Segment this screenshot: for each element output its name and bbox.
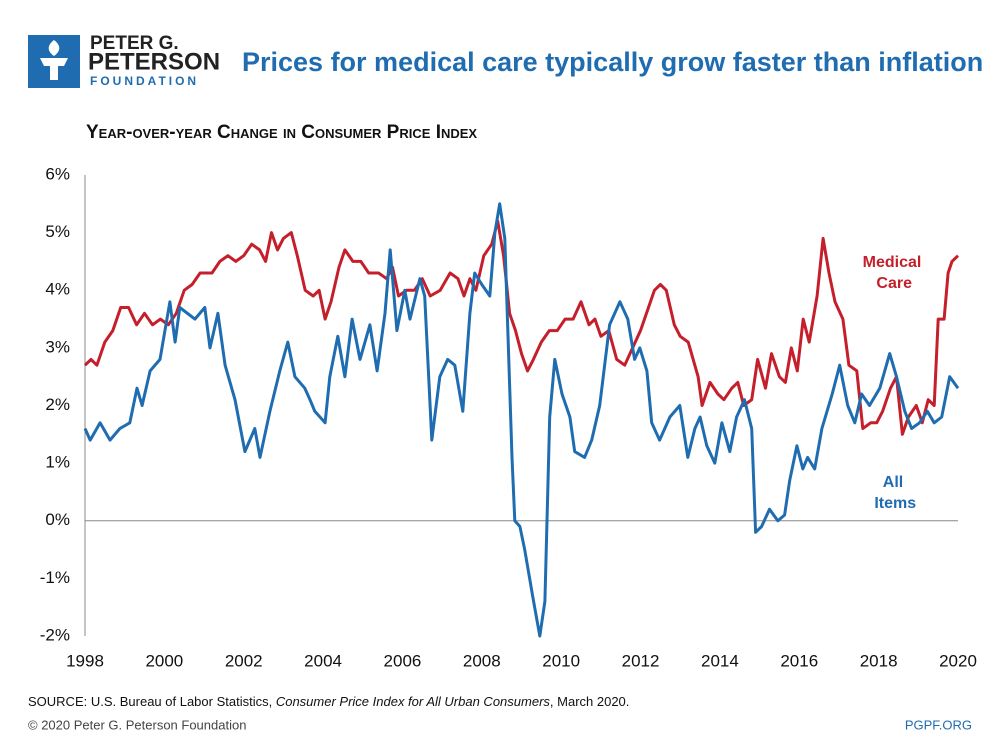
series-label: All Items: [870, 474, 916, 512]
series-line: [83, 219, 960, 436]
source-title: Consumer Price Index for All Urban Consu…: [276, 694, 551, 709]
y-tick-label: 0%: [45, 510, 70, 529]
x-tick-label: 2006: [384, 651, 422, 670]
source-note: SOURCE: U.S. Bureau of Labor Statistics,…: [28, 694, 629, 709]
x-tick-label: 2008: [463, 651, 501, 670]
y-tick-label: -1%: [40, 568, 70, 587]
series-label: Medical Care: [863, 254, 922, 292]
source-suffix: , March 2020.: [550, 694, 630, 709]
x-tick-label: 2014: [701, 651, 739, 670]
y-tick-label: 5%: [45, 222, 70, 241]
x-tick-label: 2010: [542, 651, 580, 670]
logo-line: FOUNDATION: [90, 74, 199, 88]
y-tick-label: 2%: [45, 395, 70, 414]
chart-title: Prices for medical care typically grow f…: [242, 47, 983, 77]
site-link: PGPF.ORG: [905, 717, 972, 732]
x-tick-label: 2000: [145, 651, 183, 670]
x-tick-label: 2004: [304, 651, 342, 670]
x-tick-label: 2018: [860, 651, 898, 670]
x-tick-label: 2002: [225, 651, 263, 670]
source-prefix: SOURCE: U.S. Bureau of Labor Statistics,: [28, 694, 276, 709]
logo: PETER G. PETERSON FOUNDATION: [28, 33, 220, 88]
x-tick-label: 2020: [939, 651, 977, 670]
y-tick-label: 3%: [45, 337, 70, 356]
y-tick-label: 4%: [45, 280, 70, 299]
chart-subtitle: Year-over-year Change in Consumer Price …: [86, 122, 477, 143]
y-tick-label: 1%: [45, 453, 70, 472]
x-tick-label: 2012: [622, 651, 660, 670]
x-tick-label: 1998: [66, 651, 104, 670]
x-tick-label: 2016: [780, 651, 818, 670]
logo-torch: [40, 40, 68, 80]
y-tick-label: -2%: [40, 625, 70, 644]
logo-line: PETER G.: [90, 33, 179, 54]
copyright: © 2020 Peter G. Peterson Foundation: [28, 717, 246, 732]
y-tick-label: 6%: [45, 164, 70, 183]
series-line: [83, 202, 960, 638]
logo-line: PETERSON: [88, 48, 220, 75]
